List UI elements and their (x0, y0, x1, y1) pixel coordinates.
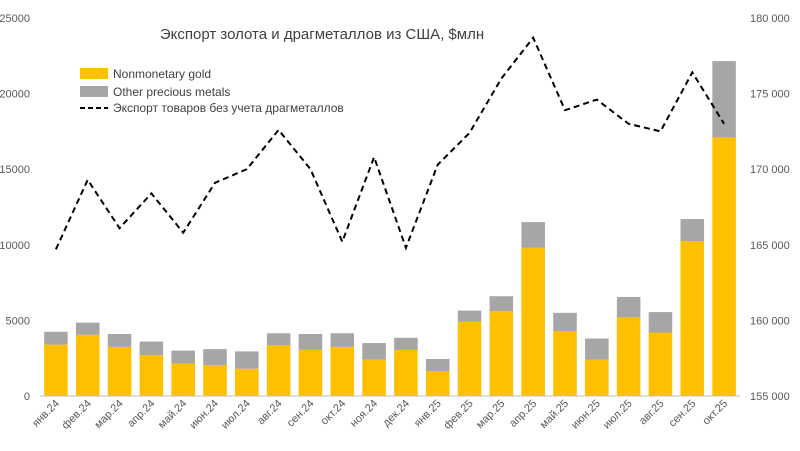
bar-nonmonetary-gold (680, 241, 705, 396)
bar-nonmonetary-gold (648, 332, 673, 396)
x-tick-label: авг.25 (637, 398, 667, 428)
bar-other-precious-metals (394, 337, 418, 350)
bar-nonmonetary-gold (489, 311, 514, 396)
bar-other-precious-metals (298, 334, 323, 350)
x-tick-label: окт.25 (700, 398, 730, 428)
bar-other-precious-metals (266, 333, 291, 346)
bar-nonmonetary-gold (44, 344, 68, 396)
left-axis-ticks: 0 5000 10000 15000 20000 25000 (0, 13, 30, 403)
left-tick-label: 15000 (0, 164, 30, 176)
bar-nonmonetary-gold (394, 349, 418, 396)
legend-swatch-nonmonetary-gold (80, 68, 108, 79)
bar-other-precious-metals (648, 312, 673, 333)
bar-other-precious-metals (425, 358, 450, 372)
bar-other-precious-metals (680, 219, 705, 242)
right-axis-ticks: 155 000 160 000 165 000 170 000 175 000 180 0… (750, 13, 790, 403)
bars-group (44, 61, 736, 396)
x-tick-label: янв.24 (30, 398, 62, 430)
bar-other-precious-metals (107, 334, 132, 347)
bar-other-precious-metals (44, 331, 68, 345)
left-tick-label: 10000 (0, 240, 30, 252)
bar-other-precious-metals (489, 296, 514, 312)
bar-other-precious-metals (712, 61, 736, 138)
x-tick-label: май.25 (538, 398, 571, 431)
x-tick-label: янв.25 (412, 398, 444, 430)
right-tick-label: 155 000 (750, 391, 790, 403)
x-tick-label: мар.25 (474, 398, 507, 431)
x-tick-label: июн.25 (569, 398, 603, 432)
x-tick-label: апр.25 (507, 398, 539, 430)
bar-other-precious-metals (235, 351, 259, 369)
bar-nonmonetary-gold (266, 345, 291, 396)
x-tick-label: сен.25 (667, 398, 699, 430)
x-tick-label: фев.24 (60, 398, 94, 432)
left-tick-label: 25000 (0, 13, 30, 25)
right-tick-label: 180 000 (750, 13, 790, 25)
right-tick-label: 165 000 (750, 240, 790, 252)
bar-nonmonetary-gold (203, 365, 227, 396)
bar-nonmonetary-gold (235, 368, 259, 396)
bar-other-precious-metals (330, 333, 355, 347)
x-tick-label: июл.25 (601, 398, 635, 432)
legend: Nonmonetary gold Other precious metals Э… (80, 67, 344, 115)
right-tick-label: 175 000 (750, 89, 790, 101)
bar-nonmonetary-gold (139, 355, 164, 396)
legend-label-nonmonetary-gold: Nonmonetary gold (113, 67, 211, 81)
x-tick-label: апр.24 (125, 398, 157, 430)
bar-nonmonetary-gold (585, 359, 609, 396)
chart-title: Экспорт золота и драгметаллов из США, $м… (160, 26, 484, 43)
bar-other-precious-metals (585, 338, 609, 360)
bar-other-precious-metals (171, 350, 195, 364)
bar-nonmonetary-gold (362, 359, 386, 396)
bar-nonmonetary-gold (712, 137, 736, 396)
legend-label-other-precious-metals: Other precious metals (113, 85, 230, 99)
bar-other-precious-metals (362, 343, 386, 360)
bar-other-precious-metals (75, 322, 100, 335)
bar-other-precious-metals (203, 349, 227, 366)
left-tick-label: 20000 (0, 89, 30, 101)
bar-nonmonetary-gold (107, 346, 132, 396)
bar-nonmonetary-gold (457, 321, 482, 396)
x-tick-label: фев.25 (442, 398, 476, 432)
x-tick-label: мар.24 (92, 398, 125, 431)
legend-swatch-other-precious-metals (80, 86, 108, 97)
x-tick-label: ноя.24 (348, 398, 380, 430)
bar-nonmonetary-gold (616, 317, 641, 396)
bar-nonmonetary-gold (171, 363, 195, 396)
x-tick-label: май.24 (156, 398, 189, 431)
bar-other-precious-metals (553, 312, 577, 331)
bar-other-precious-metals (139, 341, 164, 356)
x-tick-label: сен.24 (285, 398, 317, 430)
bar-nonmonetary-gold (521, 247, 545, 396)
x-tick-label: июн.24 (187, 398, 221, 432)
bar-other-precious-metals (616, 296, 641, 318)
left-tick-label: 5000 (6, 315, 30, 327)
x-tick-label: дек.24 (380, 398, 412, 430)
left-tick-label: 0 (24, 391, 30, 403)
bar-nonmonetary-gold (75, 334, 100, 396)
bar-other-precious-metals (457, 310, 482, 322)
x-tick-label: авг.24 (255, 398, 285, 428)
bar-nonmonetary-gold (298, 349, 323, 396)
bar-nonmonetary-gold (425, 371, 450, 396)
right-tick-label: 160 000 (750, 315, 790, 327)
x-tick-label: июл.24 (219, 398, 253, 432)
right-tick-label: 170 000 (750, 164, 790, 176)
bar-nonmonetary-gold (330, 346, 355, 396)
x-tick-label: окт.24 (319, 398, 349, 428)
line-series-exports-ex-metals (54, 35, 725, 251)
bar-nonmonetary-gold (553, 330, 577, 396)
legend-label-exports-ex-metals: Экспорт товаров без учета драгметаллов (113, 101, 344, 115)
bar-other-precious-metals (521, 222, 545, 248)
